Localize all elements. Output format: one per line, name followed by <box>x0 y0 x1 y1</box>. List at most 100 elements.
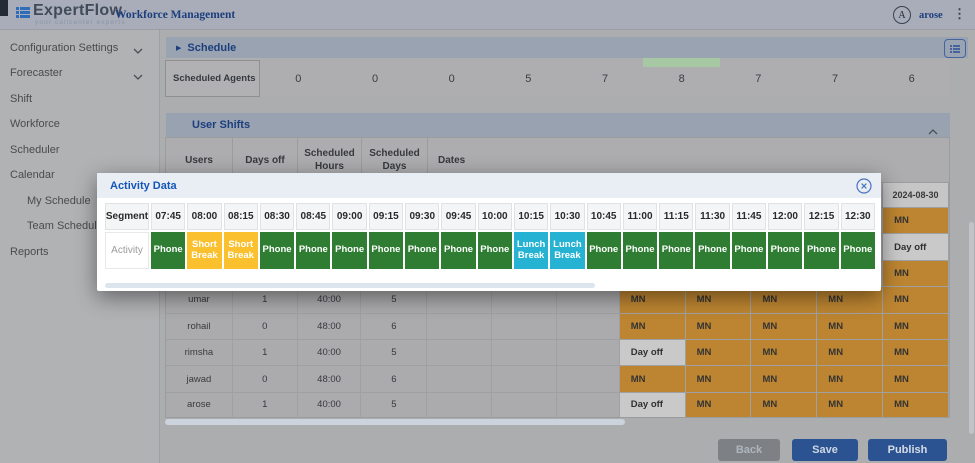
shift-cell[interactable]: MN <box>883 338 949 366</box>
segment-time: 12:00 <box>768 203 803 230</box>
shift-cell[interactable]: MN <box>685 312 752 339</box>
modal-scrollbar-thumb[interactable] <box>105 283 595 288</box>
avatar[interactable]: A <box>893 6 911 24</box>
segment-time: 11:15 <box>659 203 694 230</box>
user-name[interactable]: arose <box>919 10 943 21</box>
shift-cell[interactable]: MN <box>883 365 949 392</box>
activity-row: Activity Phone Short Break Short Break Phon… <box>105 232 875 269</box>
sidebar-item-configuration-settings[interactable]: Configuration Settings <box>0 35 159 61</box>
sidebar-item-label: Workforce <box>10 118 60 131</box>
activity-cell[interactable]: Phone <box>586 232 621 269</box>
activity-cell[interactable]: Phone <box>731 232 767 269</box>
sidebar-item-label: Scheduler <box>10 143 60 156</box>
col-header-days-off: Days off <box>233 138 298 182</box>
segment-time: 09:00 <box>332 203 367 230</box>
shift-cell[interactable]: MN <box>751 365 818 392</box>
shift-cell[interactable]: MN <box>685 391 752 419</box>
value-cell: 6 <box>361 365 428 392</box>
activity-cell[interactable]: Phone <box>296 232 331 269</box>
scheduled-agents-count: 7 <box>831 72 839 85</box>
back-button[interactable]: Back <box>718 439 780 461</box>
col-header-scheduled-days: Scheduled Days <box>362 138 428 182</box>
segment-time: 10:45 <box>586 203 621 230</box>
activity-cell[interactable]: Phone <box>259 232 295 269</box>
user-cell: arose <box>166 391 233 419</box>
scheduled-agents-count: 8 <box>678 72 685 85</box>
activity-cell[interactable]: Short Break <box>223 232 258 269</box>
shift-cell[interactable]: MN <box>619 365 686 392</box>
activity-cell[interactable]: Phone <box>477 232 512 269</box>
sidebar-item-reports[interactable]: Reports <box>0 239 159 265</box>
user-cell: rohail <box>166 312 233 339</box>
activity-cell[interactable]: Phone <box>332 232 367 269</box>
sidebar-item-shift[interactable]: Shift <box>0 86 159 112</box>
shift-cell <box>556 312 620 339</box>
shift-cell[interactable]: MN <box>883 312 949 339</box>
user-shifts-section-header[interactable]: User Shifts <box>166 113 950 137</box>
shift-cell[interactable]: MN <box>817 312 884 339</box>
value-cell: 0 <box>232 365 298 392</box>
segment-time: 12:15 <box>804 203 839 230</box>
activity-cell[interactable]: Lunch Break <box>513 232 549 269</box>
sidebar-item-label: Calendar <box>10 169 55 182</box>
activity-cell[interactable]: Phone <box>695 232 730 269</box>
activity-data-modal: Activity Data Segment 07:45 08:00 08:15 08:… <box>97 173 881 291</box>
activity-cell[interactable]: Short Break <box>187 232 222 269</box>
col-header-scheduled-hours: Scheduled Hours <box>298 138 362 182</box>
activity-cell[interactable]: Phone <box>768 232 803 269</box>
expand-triangle-icon: ▶ <box>176 44 182 52</box>
activity-cell[interactable]: Phone <box>441 232 476 269</box>
sidebar-item-forecaster[interactable]: Forecaster <box>0 61 159 87</box>
sidebar-item-calendar[interactable]: Calendar <box>0 163 159 189</box>
logo-text: ExpertFlow <box>33 2 123 19</box>
sidebar-item-team-schedule[interactable]: Team Schedule <box>0 214 159 240</box>
horizontal-scrollbar-thumb[interactable] <box>165 419 625 425</box>
scheduled-agents-count: 0 <box>371 72 379 85</box>
modal-title: Activity Data <box>110 179 177 192</box>
save-button[interactable]: Save <box>792 439 858 461</box>
segment-time: 09:45 <box>441 203 476 230</box>
activity-cell[interactable]: Phone <box>405 232 440 269</box>
shift-cell <box>492 365 557 392</box>
shift-cell[interactable]: MN <box>817 338 884 366</box>
shift-cell[interactable]: MN <box>883 391 949 419</box>
shift-cell[interactable]: MN <box>751 312 818 339</box>
publish-button[interactable]: Publish <box>868 439 947 461</box>
sidebar-item-scheduler[interactable]: Scheduler <box>0 137 159 163</box>
scheduled-agents-count: 0 <box>295 72 302 85</box>
logo-tagline: your callcenter experts <box>35 19 126 26</box>
activity-cell[interactable]: Lunch Break <box>550 232 585 269</box>
table-row: jawad 0 48:00 6 MN MN MN MN MN <box>165 365 950 392</box>
activity-cell[interactable]: Phone <box>622 232 658 269</box>
segment-time: 11:30 <box>695 203 730 230</box>
shift-cell[interactable]: MN <box>685 338 752 366</box>
shift-cell[interactable]: MN <box>817 365 884 392</box>
shift-cell[interactable]: MN <box>883 207 949 234</box>
kebab-menu-icon[interactable]: ⋮ <box>953 6 966 21</box>
activity-cell[interactable]: Phone <box>804 232 839 269</box>
segment-time: 08:15 <box>223 203 258 230</box>
shift-cell[interactable]: MN <box>751 338 818 366</box>
sidebar-item-workforce[interactable]: Workforce <box>0 112 159 138</box>
shift-cell[interactable]: MN <box>883 286 949 313</box>
activity-cell[interactable]: Phone <box>840 232 875 269</box>
shift-cell[interactable]: Day off <box>619 338 686 366</box>
shift-cell[interactable]: Day off <box>619 391 686 419</box>
shift-cell[interactable]: MN <box>751 391 818 419</box>
shift-cell[interactable]: MN <box>619 312 686 339</box>
activity-cell[interactable]: Phone <box>659 232 694 269</box>
scheduled-agents-count: 6 <box>908 72 915 85</box>
col-header-dates: Dates <box>438 154 466 166</box>
close-icon[interactable] <box>855 177 872 194</box>
shift-cell[interactable]: MN <box>817 391 884 419</box>
activity-cell[interactable]: Phone <box>368 232 404 269</box>
activity-cell[interactable]: Phone <box>151 232 186 269</box>
shift-cell[interactable]: MN <box>883 259 949 287</box>
vertical-scrollbar-thumb[interactable] <box>969 222 974 434</box>
view-options-button[interactable] <box>944 39 966 58</box>
shift-cell[interactable]: MN <box>685 365 752 392</box>
schedule-section-header[interactable]: ▶ Schedule <box>166 37 968 58</box>
sidebar-item-my-schedule[interactable]: My Schedule <box>0 188 159 214</box>
chevron-down-icon <box>133 45 143 57</box>
shift-cell[interactable]: Day off <box>883 233 949 260</box>
